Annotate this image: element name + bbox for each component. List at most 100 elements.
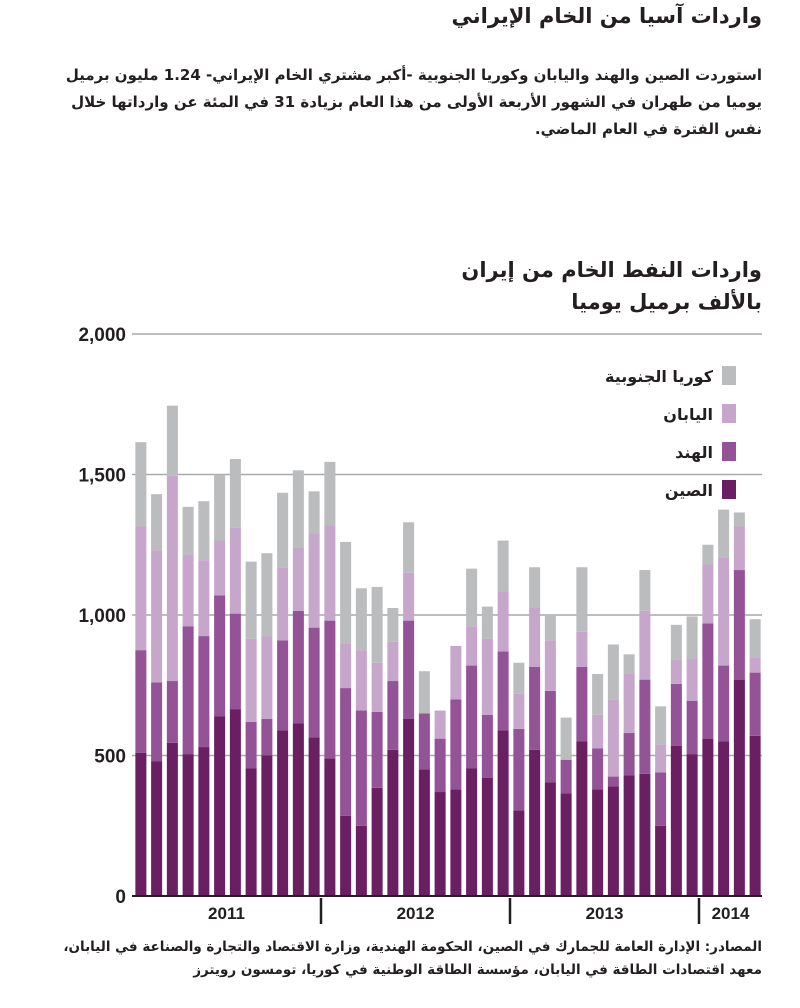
bar-segment-china [686,754,698,896]
legend-swatch-china [722,480,736,499]
bar-segment-japan [670,659,682,684]
bar-segment-india [466,665,478,769]
bar-segment-china [292,723,304,896]
bar-segment-china [434,792,446,896]
bar-segment-china [718,741,730,896]
bar-segment-japan [277,567,289,641]
bar-segment-korea [182,506,194,555]
bar-segment-india [434,738,446,793]
bar-segment-india [403,620,415,719]
year-label: 2014 [712,904,750,923]
bar-segment-japan [702,564,714,624]
bar-segment-japan [182,554,194,627]
bar-segment-korea [292,470,304,548]
bar-segment-japan [308,533,320,628]
bar-segment-japan [607,699,619,777]
bar-segment-japan [466,626,478,666]
bar-segment-india [355,710,367,826]
bar-segment-japan [324,525,336,621]
bar-segment-korea [261,553,273,637]
bar-segment-japan [166,475,178,682]
bar-segment-china [198,747,210,896]
bar-segment-india [261,718,273,756]
bar-segment-india [450,699,462,790]
bar-segment-japan [497,591,509,652]
bar-segment-india [340,688,352,816]
bar-segment-japan [639,610,651,680]
legend-label-japan: اليابان [663,405,713,424]
bar-segment-korea [718,509,730,558]
bar-segment-korea [733,512,745,527]
bar-segment-japan [371,662,383,712]
bar-segment-korea [214,474,226,541]
bar-segment-china [135,752,147,896]
bar-segment-india [513,728,525,811]
bar-segment-japan [544,640,556,691]
bar-segment-china [623,775,635,896]
bar-segment-india [308,627,320,738]
grid-layer [132,333,762,757]
bar-segment-india [277,640,289,731]
bar-segment-korea [355,588,367,651]
bar-segment-china [497,730,509,896]
bar-segment-china [607,786,619,896]
bar-segment-korea [166,405,178,476]
legend-swatch-korea [722,366,736,385]
bar-segment-india [592,748,604,790]
bar-segment-japan [733,526,745,571]
bar-segment-japan [214,540,226,596]
y-tick-label: 1,500 [78,466,126,487]
bar-segment-india [607,776,619,787]
bar-segment-india [245,721,257,769]
bar-segment-japan [292,547,304,611]
bar-segment-japan [450,645,462,700]
bar-segment-india [529,666,541,750]
bar-segment-korea [670,624,682,660]
bar-segment-india [481,714,493,778]
bar-segment-india [686,700,698,755]
bar-segment-japan [198,560,210,637]
year-label: 2011 [208,904,245,923]
bar-segment-korea [607,644,619,700]
bar-segment-china [418,769,430,896]
bar-segment-india [623,733,635,776]
bar-segment-china [560,793,572,896]
bar-segment-korea [529,567,541,608]
bar-segment-india [544,690,556,783]
bar-segment-korea [497,540,509,592]
bar-segment-japan [529,607,541,667]
bar-segment-korea [639,570,651,611]
bar-segment-india [497,651,509,731]
bar-segment-india [198,636,210,748]
bar-segment-india [182,626,194,755]
bar-segment-china [733,679,745,896]
bar-segment-korea [277,492,289,568]
bar-segment-india [166,681,178,743]
bar-segment-china [513,810,525,896]
legend-swatch-india [722,442,736,461]
bar-segment-india [418,713,430,770]
bar-segment-korea [560,717,572,760]
bar-segment-india [655,772,667,826]
bar-segment-japan [655,744,667,773]
bar-segment-india [702,623,714,739]
bar-segment-china [324,758,336,896]
bar-segment-japan [403,572,415,621]
bar-segment-korea [686,616,698,659]
bar-segment-china [371,787,383,896]
bar-segment-china [450,789,462,896]
bar-segment-india [135,650,147,753]
chart-title-line: واردات النفط الخام من إيران [461,258,762,282]
bar-segment-korea [324,461,336,526]
bar-segment-china [182,754,194,896]
bar-segment-china [214,716,226,896]
bar-segment-japan [686,658,698,701]
bar-segment-korea [371,586,383,663]
bar-segment-japan [387,641,399,682]
bar-segment-japan [623,674,635,734]
page-intro: استوردت الصين والهند واليابان وكوريا الج… [65,66,762,138]
bar-segment-india [576,666,588,742]
bar-segment-china [655,825,667,896]
bar-segment-china [529,749,541,896]
bar-segment-japan [481,638,493,715]
